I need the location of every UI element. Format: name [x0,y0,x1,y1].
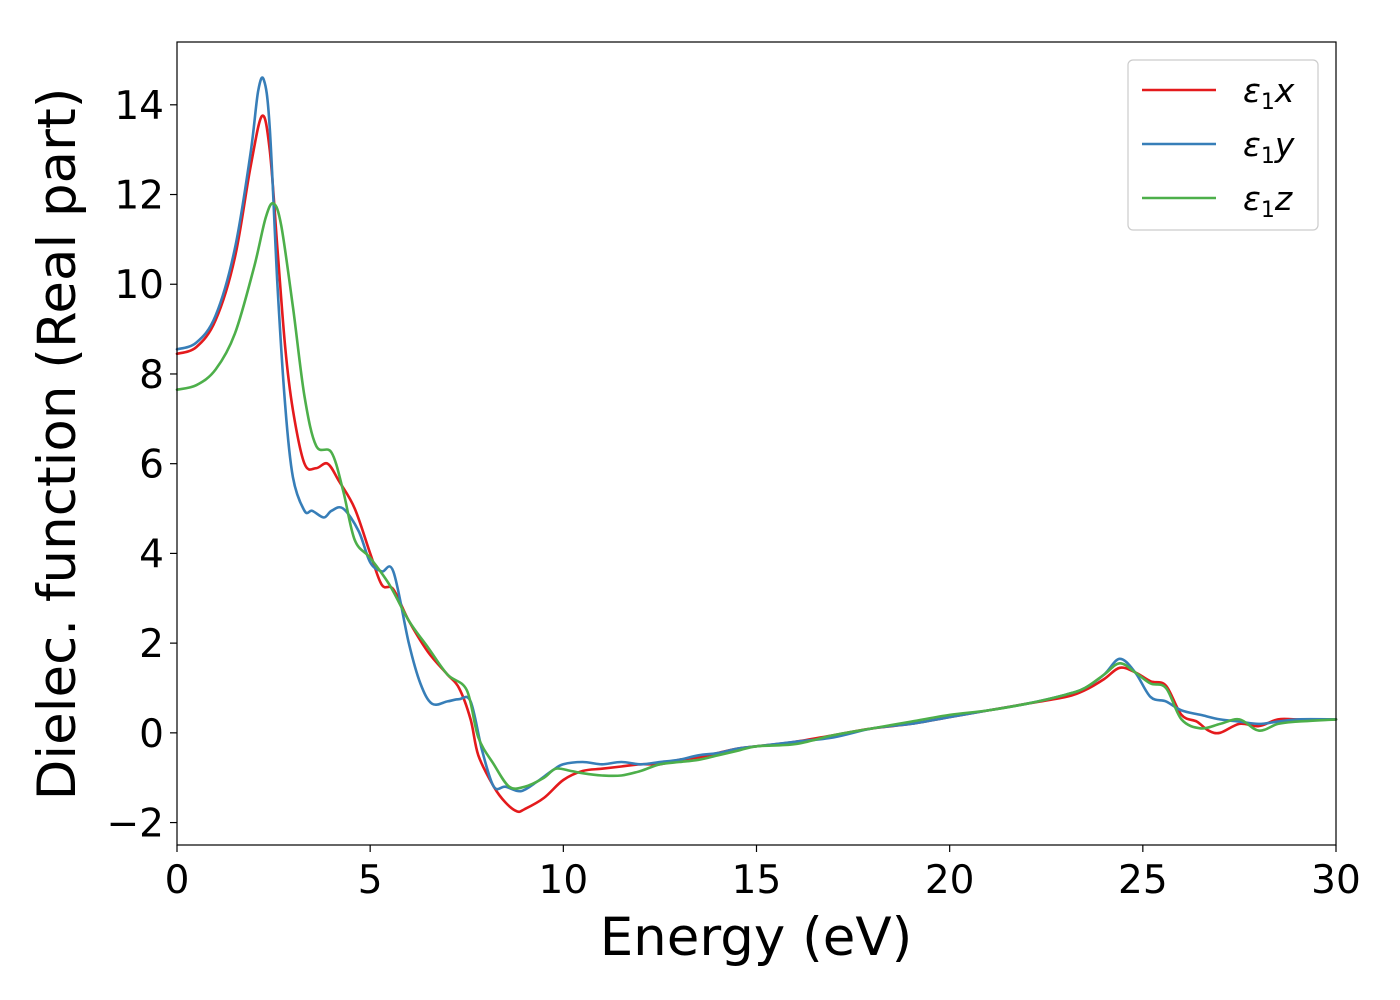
y-axis-ticks: −2 0 2 4 6 8 10 12 14 [107,84,177,847]
legend-label-y: ε1y [1243,125,1295,169]
y-tick-label: −2 [107,802,165,847]
y-tick-label: 2 [139,622,164,667]
series-line-z [175,201,1338,791]
y-axis-title: Dielec. function (Real part) [27,88,88,801]
legend-label-x: ε1x [1243,71,1295,115]
y-tick-label: 12 [114,174,164,219]
x-tick-label: 0 [165,858,190,903]
x-tick-label: 20 [925,858,975,903]
legend-box [1127,59,1319,231]
y-tick-label: 8 [139,353,164,398]
y-tick-label: 10 [114,263,164,308]
x-tick-label: 15 [732,858,782,903]
y-tick-label: 0 [139,712,164,757]
x-axis-title: Energy (eV) [600,907,913,968]
y-tick-label: 6 [139,443,164,488]
x-tick-label: 5 [358,858,383,903]
x-tick-label: 25 [1118,858,1168,903]
legend-label-z: ε1z [1243,179,1293,223]
legend: ε1x ε1y ε1z [1127,59,1319,231]
y-tick-label: 4 [139,532,164,577]
x-tick-label: 10 [539,858,589,903]
x-axis-ticks: 0 5 10 15 20 25 30 [165,845,1361,903]
x-tick-label: 30 [1311,858,1361,903]
series-layer [175,76,1338,814]
y-tick-label: 14 [114,84,164,129]
